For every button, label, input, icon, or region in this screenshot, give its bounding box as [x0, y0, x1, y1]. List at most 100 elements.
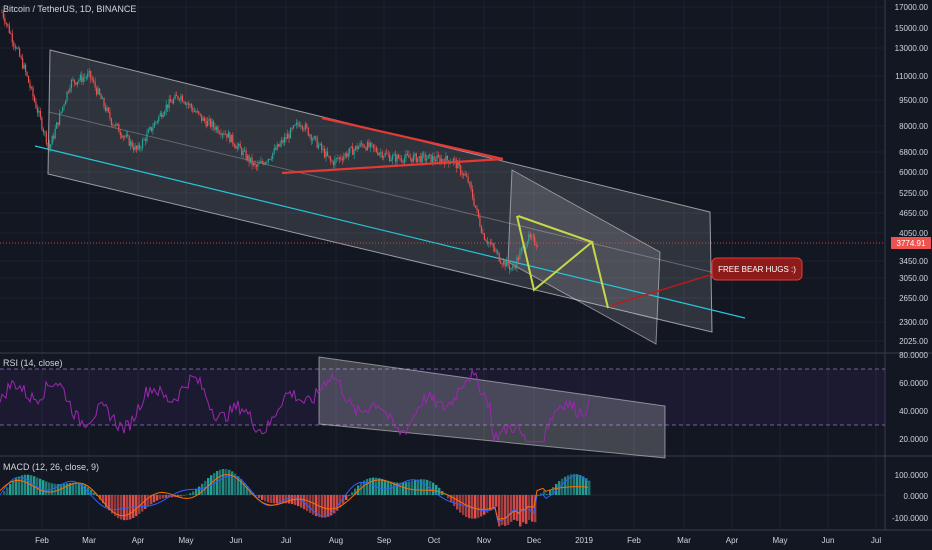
- macd-tick-label: 100.0000: [895, 471, 929, 480]
- macd-bar: [273, 495, 276, 504]
- candle-body: [439, 156, 441, 163]
- candle-body: [356, 145, 358, 150]
- macd-bar: [345, 495, 348, 501]
- time-axis[interactable]: Feb Mar Apr May Jun Jul Aug Sep Oct Nov Dec 2019 Feb…: [35, 536, 881, 545]
- price-tick-label: 15000.00: [895, 24, 929, 33]
- macd-bar: [513, 495, 516, 520]
- annotation-callout[interactable]: FREE BEAR HUGS :): [711, 257, 803, 281]
- candle-body: [14, 45, 16, 49]
- candle-body: [162, 114, 164, 118]
- macd-tick-label: 0.0000: [904, 492, 929, 501]
- regression-channel: [47, 49, 713, 333]
- macd-bar: [435, 484, 438, 495]
- time-tick-label: Feb: [35, 536, 49, 545]
- price-tick-label: 2025.00: [899, 337, 928, 346]
- time-tick-label: Apr: [726, 536, 739, 545]
- time-tick-label: Oct: [428, 536, 441, 545]
- price-tick-label: 6800.00: [899, 148, 928, 157]
- candle-body: [491, 243, 493, 245]
- candle-body: [101, 98, 104, 99]
- rsi-title: RSI (14, close): [3, 358, 63, 368]
- candle-body: [7, 23, 9, 26]
- candle-body: [414, 153, 416, 156]
- candle-body: [178, 99, 181, 100]
- candle-body: [291, 128, 293, 130]
- candle-body: [121, 134, 123, 138]
- candle-body: [212, 121, 215, 127]
- macd-bar: [483, 495, 486, 515]
- macd-bar: [507, 495, 510, 525]
- candle-body: [359, 143, 361, 147]
- candle-body: [457, 162, 459, 169]
- macd-bar: [543, 490, 546, 495]
- macd-bar: [393, 482, 396, 495]
- candle-body: [36, 108, 39, 113]
- candle-body: [258, 163, 261, 164]
- macd-bar: [408, 481, 411, 495]
- candle-body: [366, 141, 369, 151]
- candle-body: [488, 242, 490, 244]
- candle-body: [304, 124, 306, 130]
- candle-body: [23, 64, 25, 69]
- macd-bar: [327, 495, 330, 517]
- candle-body: [340, 157, 342, 160]
- time-tick-label: Mar: [677, 536, 691, 545]
- candle-body: [495, 251, 497, 252]
- rsi-tick-label: 60.0000: [899, 379, 928, 388]
- candle-body: [510, 267, 512, 270]
- macd-bar: [549, 490, 552, 495]
- candle-body: [144, 138, 147, 142]
- candle-body: [209, 119, 212, 127]
- candle-body: [504, 260, 506, 267]
- price-axis[interactable]: 17000.00 15000.00 13000.00 11000.00 9500.00 8…: [895, 3, 929, 346]
- candle-body: [323, 149, 326, 158]
- candle-body: [326, 151, 329, 156]
- candle-body: [520, 248, 522, 252]
- macd-bar: [63, 483, 66, 495]
- candle-body: [119, 132, 121, 135]
- macd-bar: [93, 492, 96, 495]
- time-tick-label: Apr: [132, 536, 145, 545]
- candle-body: [13, 42, 15, 46]
- macd-bar: [531, 495, 534, 522]
- candle-body: [434, 160, 437, 162]
- candle-body: [322, 149, 324, 150]
- candle-body: [239, 143, 241, 149]
- candle-body: [405, 153, 407, 159]
- candle-body: [272, 153, 274, 159]
- candle-body: [2, 11, 4, 18]
- candle-body: [113, 125, 115, 127]
- macd-bar: [201, 483, 204, 495]
- candle-body: [152, 127, 154, 131]
- candle-body: [221, 133, 224, 136]
- macd-bar: [135, 495, 138, 517]
- candle-body: [514, 266, 517, 269]
- candle-body: [76, 81, 78, 85]
- macd-bar: [579, 475, 582, 495]
- macd-bar: [180, 495, 183, 497]
- candle-body: [420, 156, 422, 163]
- macd-bar: [219, 469, 222, 495]
- macd-bar: [162, 495, 165, 499]
- candle-body: [454, 158, 456, 160]
- candle-body: [301, 125, 303, 129]
- candle-body: [8, 25, 10, 34]
- candle-body: [53, 135, 55, 139]
- rsi-channel: [318, 356, 666, 459]
- candle-body: [110, 118, 113, 125]
- candle-body: [445, 155, 447, 165]
- candle-body: [417, 157, 419, 163]
- time-tick-label: Mar: [82, 536, 96, 545]
- macd-bar: [333, 495, 336, 514]
- candle-body: [522, 245, 524, 249]
- candle-body: [4, 17, 6, 24]
- candle-body: [195, 111, 197, 113]
- candle-body: [32, 87, 34, 97]
- candle-body: [165, 104, 167, 112]
- candle-body: [72, 79, 74, 81]
- candle-body: [279, 143, 281, 147]
- candle-body: [363, 146, 366, 148]
- candle-body: [104, 106, 107, 111]
- macd-bar: [546, 493, 549, 495]
